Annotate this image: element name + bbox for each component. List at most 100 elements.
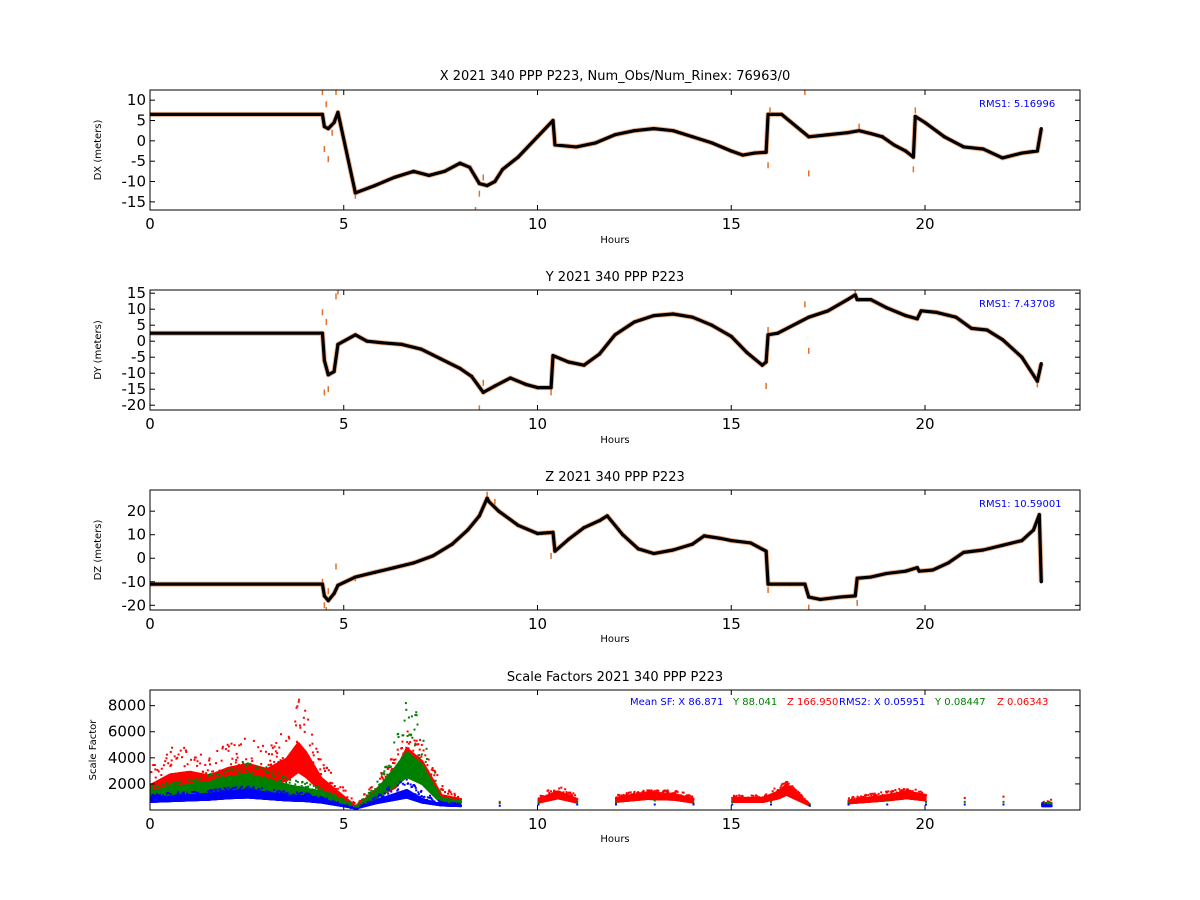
sf-point [177,791,180,794]
sf-point [295,740,298,743]
fit-point [880,135,884,139]
fit-point [411,169,416,173]
sf-point [226,769,229,772]
sf-point [273,760,276,763]
sf-point [412,749,415,752]
fit-point [807,315,811,319]
sf-band [575,798,578,804]
x-tick-label: 10 [528,415,547,433]
sf-point [397,788,400,791]
fit-point [551,354,555,358]
sf-point [295,791,298,794]
sf-point [756,795,759,798]
fit-point [353,191,357,195]
sf-point [622,793,625,796]
fit-point [1039,127,1043,131]
fit-point [838,595,842,599]
sf-point [406,741,409,744]
sf-point [665,790,668,793]
data-marks [150,290,1044,410]
sf-point [886,799,889,802]
fit-point [326,373,330,377]
sf-point [363,802,366,805]
sf-point [401,740,404,743]
sf-point [770,803,772,806]
sf-point [239,743,242,746]
sf-point [906,788,909,791]
sf-point [354,804,357,807]
fit-point [826,309,830,313]
sf-point [380,773,383,776]
sf-point [438,799,441,802]
sf-point [160,774,163,777]
fit-point [718,536,722,540]
sf-point [295,724,298,727]
sf-point [181,756,183,759]
x-tick-label: 20 [915,615,934,633]
fit-point [749,541,753,545]
sf-point [415,739,418,742]
sf-point [280,792,283,795]
sf-point [419,795,422,798]
sf-point [1002,800,1005,803]
sf-point [875,794,878,797]
sf-point [270,774,273,777]
fit-point [981,548,985,552]
x-tick-label: 20 [915,415,934,433]
sf-point [165,757,168,760]
sf-point [918,790,921,793]
sf-point [156,784,159,787]
sf-point [664,789,667,792]
sf-point [433,800,436,803]
sf-point [430,773,433,776]
axes-frame [149,289,1081,411]
fit-point [911,155,915,159]
sf-point [205,772,208,775]
sf-point [184,749,187,752]
sf-point [326,792,329,795]
sf-point [235,786,238,789]
sf-point [227,745,230,748]
sf-point [453,792,456,795]
sf-point [417,754,420,757]
sf-point [787,782,790,785]
fit-point [1020,538,1024,543]
sf-point [409,783,412,786]
sf-point [190,791,193,794]
fit-point [857,129,861,133]
sf-point [333,796,336,799]
series-y [150,702,1053,809]
panel-dz: Z 2021 340 PPP P223 0 5 10 15 2020100-10-20 … [93,470,1081,645]
sf-point [329,793,332,796]
sf-point [215,788,218,791]
sf-point [296,705,299,708]
sf-point [411,736,414,739]
fit-point [923,120,927,125]
fit-point [745,350,749,354]
fit-point [332,591,336,596]
sf-point [387,766,390,769]
sf-point [245,786,248,789]
sf-point [294,720,297,723]
sf-point [153,794,156,797]
y-tick-label: 8000 [108,697,146,715]
sf-point [195,781,198,784]
sf-point [246,769,249,772]
sf-point [734,795,737,798]
sf-point [379,794,382,797]
sf-point [334,794,337,797]
sf-point [402,734,405,737]
sf-point [215,790,218,793]
sf-point [235,752,238,755]
sf-point [153,764,156,767]
sf-point [177,782,180,785]
fit-point [729,149,733,153]
fit-point [807,135,811,139]
sf-point [407,782,410,785]
sf-point [288,737,291,740]
sf-point [382,795,385,798]
fit-point [320,112,325,117]
sf-point [337,787,340,790]
sf-point [399,780,402,783]
fit-point [535,386,540,390]
